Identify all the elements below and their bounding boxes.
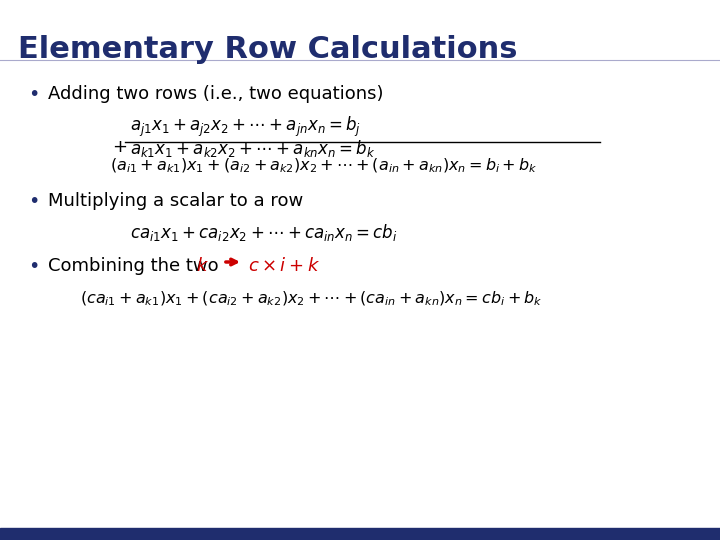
Text: Combining the two: Combining the two: [48, 257, 225, 275]
Text: Adding two rows (i.e., two equations): Adding two rows (i.e., two equations): [48, 85, 384, 103]
Bar: [0, 528, 720, 540]
Text: $ca_{i1}x_1 + ca_{i2}x_2 + \cdots + ca_{in}x_n = cb_i$: $ca_{i1}x_1 + ca_{i2}x_2 + \cdots + ca_{…: [130, 222, 397, 243]
Text: Multiplying a scalar to a row: Multiplying a scalar to a row: [48, 192, 303, 210]
Text: •: •: [28, 192, 40, 211]
Text: Elementary Row Calculations: Elementary Row Calculations: [18, 35, 518, 64]
Text: $(a_{i1}+a_{k1})x_1+(a_{i2}+a_{k2})x_2+\cdots+(a_{in}+a_{kn})x_n = b_i+b_k$: $(a_{i1}+a_{k1})x_1+(a_{i2}+a_{k2})x_2+\…: [110, 157, 537, 176]
Text: $a_{k1}x_1 + a_{k2}x_2 + \cdots + a_{kn}x_n = b_k$: $a_{k1}x_1 + a_{k2}x_2 + \cdots + a_{kn}…: [130, 138, 376, 159]
Text: +: +: [112, 138, 127, 156]
Text: •: •: [28, 85, 40, 104]
Text: $(ca_{i1}+a_{k1})x_1+(ca_{i2}+a_{k2})x_2+\cdots+(ca_{in}+a_{kn})x_n = cb_i+b_k$: $(ca_{i1}+a_{k1})x_1+(ca_{i2}+a_{k2})x_2…: [80, 290, 543, 308]
Text: •: •: [28, 257, 40, 276]
Text: $a_{j1}x_1 + a_{j2}x_2 + \cdots + a_{jn}x_n = b_j$: $a_{j1}x_1 + a_{j2}x_2 + \cdots + a_{jn}…: [130, 115, 361, 139]
Text: $c \times i + k$: $c \times i + k$: [248, 257, 320, 275]
Text: $k$: $k$: [196, 257, 209, 275]
